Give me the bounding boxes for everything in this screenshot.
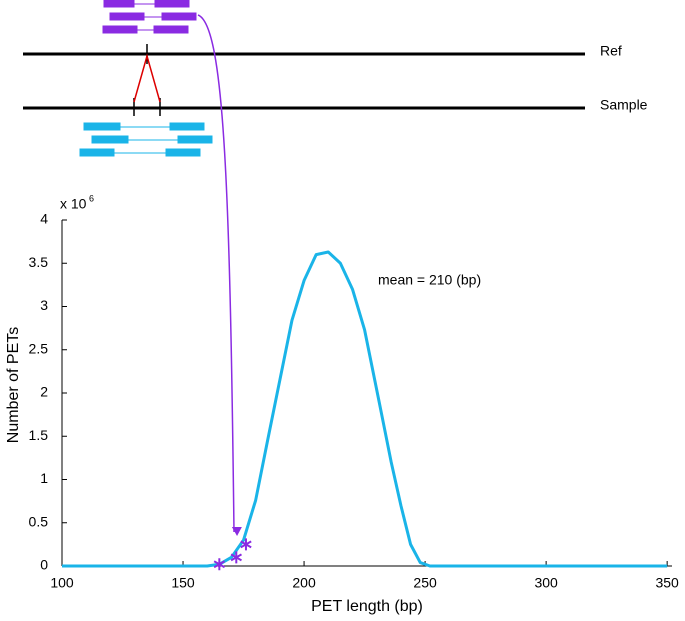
x-axis-label: PET length (bp) <box>311 598 423 615</box>
y-axis-label: Number of PETs <box>5 327 22 443</box>
y-tick-label: 2.5 <box>29 340 49 356</box>
x-tick-label: 100 <box>50 575 74 591</box>
x-tick-label: 300 <box>534 575 558 591</box>
x-tick-label: 250 <box>413 575 437 591</box>
star-marker <box>240 538 252 551</box>
sample-pets <box>79 122 213 157</box>
x-tick-label: 200 <box>292 575 316 591</box>
y-tick-label: 1 <box>40 470 48 486</box>
sample-label: Sample <box>600 97 648 113</box>
ref-label: Ref <box>600 43 622 59</box>
y-tick-label: 3 <box>40 297 48 313</box>
star-marker <box>230 551 242 564</box>
x-tick-label: 350 <box>655 575 679 591</box>
y-tick-label: 1.5 <box>29 427 49 443</box>
y-tick-label: 0.5 <box>29 513 49 529</box>
y-tick-label: 2 <box>40 384 48 400</box>
curve <box>62 250 668 568</box>
ref-pets <box>102 0 197 34</box>
y-tick-label: 4 <box>40 211 48 227</box>
annotation: mean = 210 (bp) <box>378 272 481 288</box>
diagram: Ref Sample <box>23 0 648 536</box>
y-tick-label: 3.5 <box>29 254 49 270</box>
insert-lines <box>133 53 161 103</box>
arrow <box>197 14 242 536</box>
x-tick-label: 150 <box>171 575 195 591</box>
y-tick-label: 0 <box>40 557 48 573</box>
star-marker <box>213 558 226 571</box>
y-scale: x 10 <box>60 196 87 212</box>
y-scale-exponent: 6 <box>89 193 94 203</box>
